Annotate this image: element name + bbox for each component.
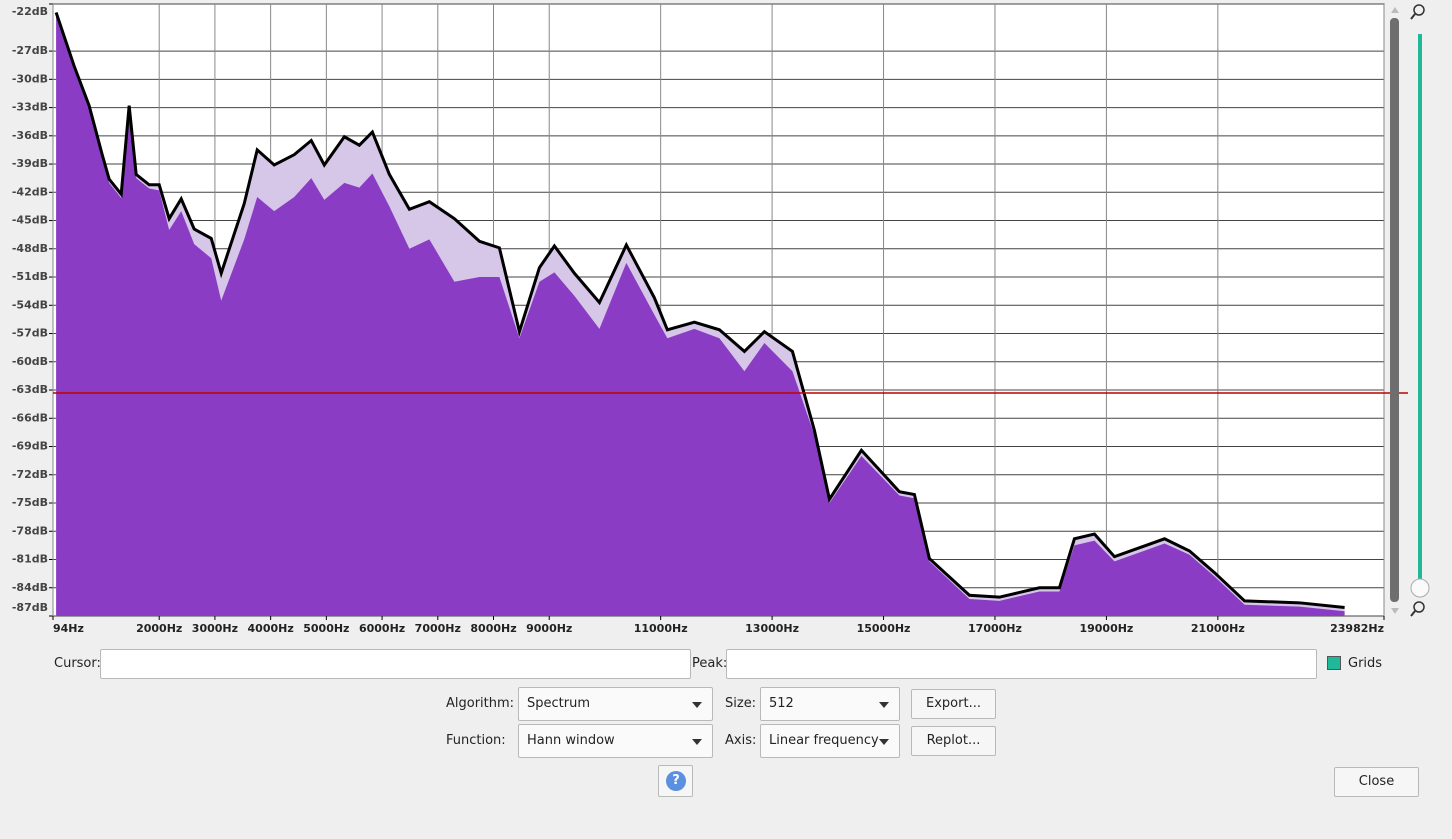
scroll-up[interactable] xyxy=(1391,7,1399,13)
axis-value: Linear frequency xyxy=(769,733,879,748)
x-tick-label: 13000Hz xyxy=(745,622,799,635)
zoom-in[interactable] xyxy=(1413,4,1425,16)
help-icon: ? xyxy=(666,771,686,791)
y-tick-label: -84dB xyxy=(12,581,48,594)
y-tick-label: -39dB xyxy=(12,157,48,170)
y-tick-label: -30dB xyxy=(12,72,48,85)
y-tick-label: -87dB xyxy=(12,601,48,614)
x-tick-label: 4000Hz xyxy=(248,622,294,635)
y-tick-label: -54dB xyxy=(12,298,48,311)
y-tick-label: -45dB xyxy=(12,214,48,227)
cursor-field[interactable] xyxy=(100,649,691,679)
grids-label: Grids xyxy=(1348,656,1383,671)
function-label: Function: xyxy=(446,733,506,748)
size-value: 512 xyxy=(769,696,794,711)
y-tick-label: -60dB xyxy=(12,355,48,368)
x-tick-label: 5000Hz xyxy=(303,622,349,635)
x-tick-label: 94Hz xyxy=(53,622,84,635)
y-tick-label: -42dB xyxy=(12,185,48,198)
x-tick-label: 3000Hz xyxy=(192,622,238,635)
zoom-slider-handle[interactable] xyxy=(1410,578,1430,598)
x-tick-label: 19000Hz xyxy=(1079,622,1133,635)
y-tick-label: -72dB xyxy=(12,468,48,481)
scroll-down[interactable] xyxy=(1391,608,1399,614)
x-tick-label: 6000Hz xyxy=(359,622,405,635)
size-label: Size: xyxy=(725,696,757,711)
y-tick-label: -33dB xyxy=(12,101,48,114)
y-tick-label: -78dB xyxy=(12,524,48,537)
scrollbar-thumb[interactable] xyxy=(1390,18,1399,602)
x-tick-label: 9000Hz xyxy=(526,622,572,635)
y-tick-label: -66dB xyxy=(12,411,48,424)
x-tick-label: 23982Hz xyxy=(1330,622,1384,635)
spectrum-line xyxy=(54,11,1345,610)
spectrum-plot: -22dB -27dB -30dB -33dB -36dB -39dB -42dB -45dB… xyxy=(12,3,1430,635)
zoom-out-handle xyxy=(1410,610,1416,617)
y-tick-label: -48dB xyxy=(12,242,48,255)
x-tick-label: 2000Hz xyxy=(136,622,182,635)
export-button[interactable]: Export... xyxy=(911,689,996,719)
x-tick-label: 21000Hz xyxy=(1191,622,1245,635)
function-combo[interactable]: Hann window xyxy=(518,724,713,758)
peak-label: Peak: xyxy=(692,656,728,671)
algorithm-value: Spectrum xyxy=(527,696,590,711)
help-button[interactable]: ? xyxy=(658,765,693,797)
function-value: Hann window xyxy=(527,733,615,748)
close-button[interactable]: Close xyxy=(1334,767,1419,797)
y-tick-label: -57dB xyxy=(12,327,48,340)
algorithm-label: Algorithm: xyxy=(446,696,515,711)
y-tick-label: -36dB xyxy=(12,129,48,142)
replot-button[interactable]: Replot... xyxy=(911,726,996,756)
x-tick-label: 11000Hz xyxy=(634,622,688,635)
y-tick-label: -27dB xyxy=(12,44,48,57)
peak-field[interactable] xyxy=(726,649,1317,679)
y-tick-label: -75dB xyxy=(12,496,48,509)
x-tick-label: 15000Hz xyxy=(857,622,911,635)
zoom-slider-track[interactable] xyxy=(1418,34,1422,580)
axis-label: Axis: xyxy=(725,733,757,748)
grids-checkbox[interactable] xyxy=(1327,656,1341,670)
cursor-label: Cursor: xyxy=(54,656,101,671)
x-tick-label: 7000Hz xyxy=(415,622,461,635)
y-tick-label: -22dB xyxy=(12,5,48,18)
y-tick-label: -63dB xyxy=(12,383,48,396)
y-tick-label: -51dB xyxy=(12,270,48,283)
algorithm-combo[interactable]: Spectrum xyxy=(518,687,713,721)
x-tick-label: 8000Hz xyxy=(470,622,516,635)
axis-combo[interactable]: Linear frequency xyxy=(760,724,900,758)
x-tick-label: 17000Hz xyxy=(968,622,1022,635)
zoom-out[interactable] xyxy=(1413,601,1425,613)
zoom-in-handle xyxy=(1410,13,1416,20)
size-combo[interactable]: 512 xyxy=(760,687,900,721)
y-tick-label: -69dB xyxy=(12,440,48,453)
spectrum-area xyxy=(56,15,1345,616)
y-tick-label: -81dB xyxy=(12,553,48,566)
